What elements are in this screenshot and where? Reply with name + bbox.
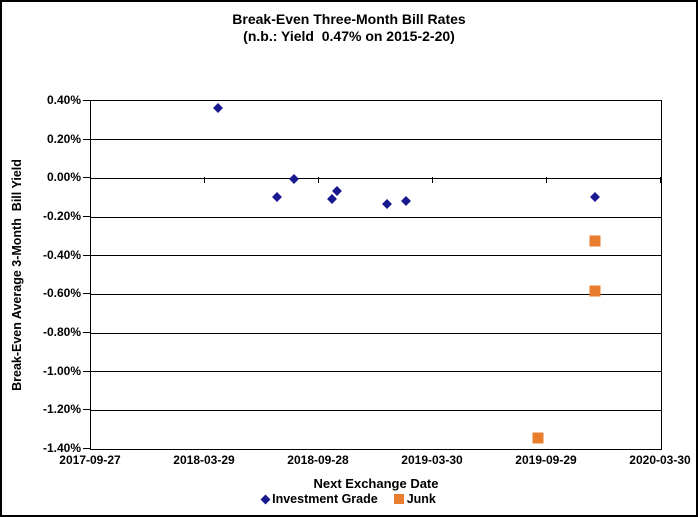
chart-title: Break-Even Three-Month Bill Rates (n.b.:… xyxy=(2,11,696,45)
y-tick-label: 0.20% xyxy=(46,131,81,146)
y-tick-label: -1.40% xyxy=(42,441,81,455)
y-axis-tick xyxy=(83,254,90,256)
y-axis-tick xyxy=(83,332,90,333)
chart-title-line1: Break-Even Three-Month Bill Rates xyxy=(232,11,466,27)
x-tick-label: 2017-09-27 xyxy=(59,453,121,467)
y-tick-label: -0.20% xyxy=(42,209,81,223)
legend-label-investment-grade: Investment Grade xyxy=(272,492,378,506)
x-tick-label: 2019-09-29 xyxy=(515,453,577,467)
x-axis-title: Next Exchange Date xyxy=(313,476,439,491)
chart-title-line2: (n.b.: Yield 0.47% on 2015-2-20) xyxy=(243,28,455,44)
gridline xyxy=(91,177,661,179)
data-point-square xyxy=(532,432,544,444)
y-axis-tick xyxy=(83,177,90,179)
y-tick-label: 0.00% xyxy=(46,170,81,185)
gridline xyxy=(91,332,661,334)
x-axis-tick xyxy=(432,177,433,184)
y-axis-tick xyxy=(83,448,90,449)
x-axis-tick xyxy=(318,177,319,184)
gridline xyxy=(91,216,661,218)
legend: Investment Grade Junk xyxy=(2,492,696,506)
legend-label-junk: Junk xyxy=(406,492,436,506)
gridline xyxy=(91,293,661,295)
x-tick-label: 2020-03-30 xyxy=(629,453,691,467)
gridline xyxy=(91,371,661,373)
y-axis-tick xyxy=(83,100,90,101)
y-tick-label: -1.20% xyxy=(42,402,81,417)
data-point-square xyxy=(589,285,601,297)
data-point-square xyxy=(589,235,601,247)
y-axis-tick xyxy=(83,370,90,372)
gridline xyxy=(91,409,661,411)
legend-item-junk: Junk xyxy=(393,492,436,506)
y-axis-tick xyxy=(83,293,90,295)
gridline xyxy=(91,255,661,257)
y-tick-label: -1.00% xyxy=(42,363,81,378)
y-tick-label: -0.60% xyxy=(42,286,81,301)
y-axis-title: Break-Even Average 3-Month Bill Yield xyxy=(10,159,24,391)
y-axis-tick xyxy=(83,409,90,411)
x-tick-label: 2018-09-28 xyxy=(287,453,349,467)
x-tick-label: 2019-03-30 xyxy=(401,453,463,467)
y-axis-tick xyxy=(83,216,90,217)
y-tick-label: -0.80% xyxy=(42,325,81,339)
legend-diamond-icon xyxy=(260,494,271,504)
x-axis-tick xyxy=(546,177,547,184)
x-axis-tick xyxy=(660,177,661,184)
legend-item-investment-grade: Investment Grade xyxy=(260,492,378,506)
plot-area xyxy=(90,100,662,450)
gridline xyxy=(91,139,661,141)
x-tick-label: 2018-03-29 xyxy=(173,453,235,467)
y-tick-label: 0.40% xyxy=(46,93,81,107)
x-axis-tick xyxy=(90,177,91,184)
legend-square-icon xyxy=(393,494,404,504)
x-axis-tick xyxy=(204,177,205,184)
y-tick-label: -0.40% xyxy=(42,247,81,262)
y-axis-tick xyxy=(83,138,90,140)
